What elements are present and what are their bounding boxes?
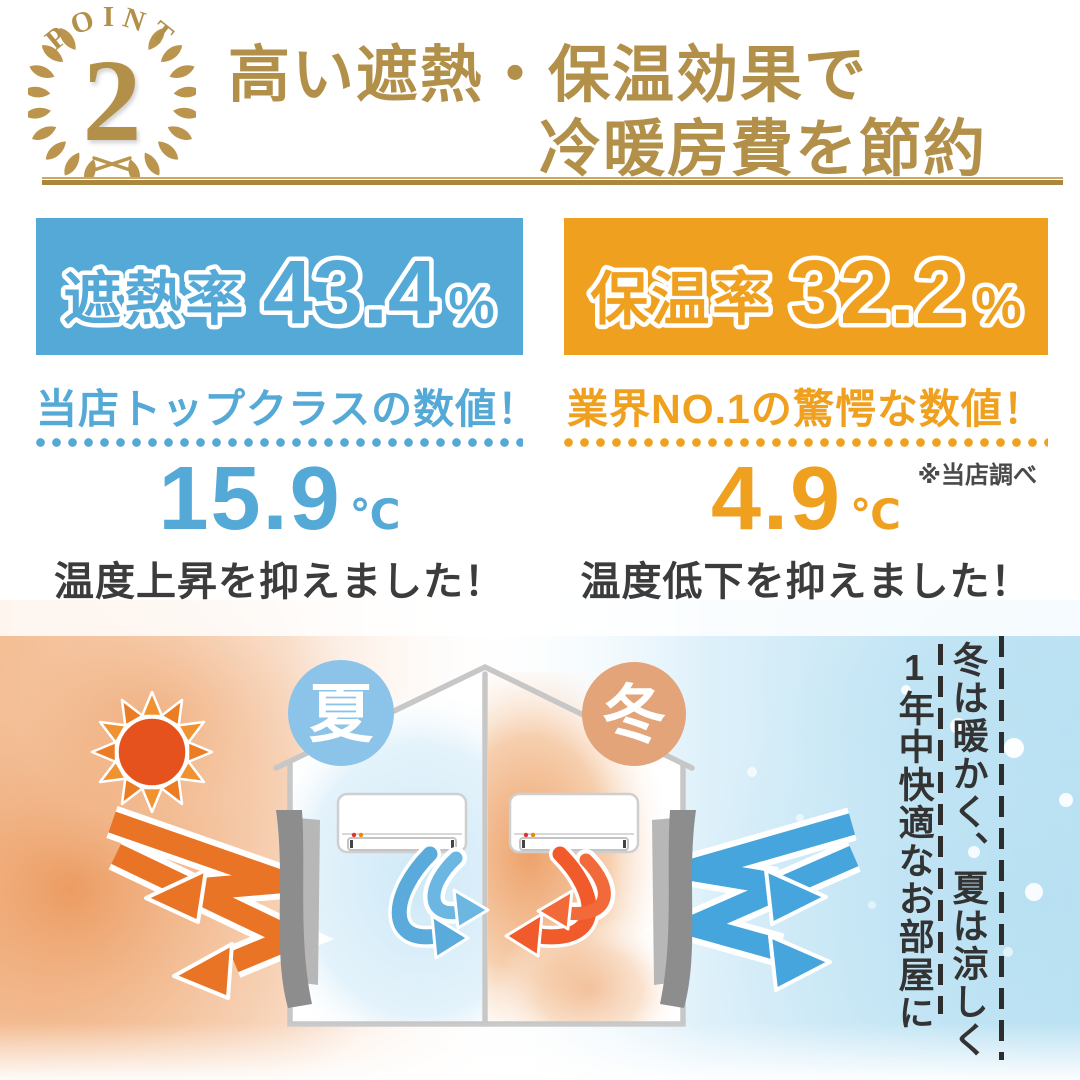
shading-temp-value: 15.9 bbox=[158, 449, 342, 549]
shading-banner-unit: % bbox=[448, 277, 494, 335]
ac-unit-summer bbox=[336, 792, 468, 854]
snow-dots-icon bbox=[747, 685, 1073, 957]
insulation-banner-label: 保温率 bbox=[590, 267, 773, 332]
ac-unit-winter bbox=[508, 792, 640, 854]
page-title-line1: 高い遮熱・保温効果で bbox=[228, 42, 869, 110]
vertical-dash-right bbox=[999, 636, 1004, 1060]
laurel-wreath-icon bbox=[28, 24, 196, 182]
tagline-line2: 1年中快適なお部屋に bbox=[893, 647, 935, 1032]
shading-subtitle: 当店トップクラスの数値！ bbox=[36, 386, 540, 432]
page-title-line2: 冷暖房費を節約 bbox=[538, 116, 987, 184]
insulation-temp-unit: ℃ bbox=[850, 491, 901, 538]
insulation-banner-unit: % bbox=[975, 277, 1021, 335]
tagline-line1: 冬は暖かく、夏は涼しく bbox=[947, 641, 989, 1059]
insulation-subtitle: 業界NO.1の驚愕な数値！ bbox=[567, 386, 1045, 432]
insulation-banner: 保温率 32.2 % bbox=[564, 218, 1048, 355]
summer-badge: 夏 bbox=[288, 660, 394, 766]
curtain-left-icon bbox=[276, 810, 320, 1008]
svg-text:保温率 32.2 %: 保温率 32.2 % bbox=[590, 243, 1021, 343]
insulation-caption: 温度低下を抑えました！ bbox=[580, 560, 1032, 604]
sun-icon bbox=[90, 690, 214, 814]
winter-badge: 冬 bbox=[582, 662, 686, 766]
shading-temp-unit: ℃ bbox=[349, 491, 401, 538]
shading-banner-value: 43.4 bbox=[263, 243, 438, 343]
svg-text:夏: 夏 bbox=[309, 678, 374, 750]
house-illustration: 夏 冬 bbox=[0, 600, 1080, 1080]
shading-caption: 温度上昇を抑えました！ bbox=[54, 560, 505, 604]
shading-banner: 遮熱率 43.4 % bbox=[36, 218, 523, 355]
point-number: 2 bbox=[83, 35, 142, 166]
dotted-divider-orange bbox=[564, 438, 1048, 447]
insulation-banner-value: 32.2 bbox=[790, 243, 965, 343]
point-badge: POINT 2 bbox=[28, 2, 196, 182]
shading-temperature: 15.9 ℃ bbox=[36, 452, 523, 547]
airflow-winter-icon bbox=[504, 843, 616, 958]
svg-text:遮熱率 43.4 %: 遮熱率 43.4 % bbox=[63, 243, 494, 343]
vertical-dash-middle bbox=[938, 644, 943, 1014]
gold-divider bbox=[42, 177, 1063, 185]
curtain-right-icon bbox=[652, 810, 696, 1008]
shading-banner-label: 遮熱率 bbox=[63, 267, 246, 332]
dotted-divider-blue bbox=[36, 438, 523, 447]
insulation-temperature: 4.9 ℃ bbox=[564, 452, 1048, 547]
survey-note: ※当店調べ bbox=[917, 462, 1037, 489]
insulation-temp-value: 4.9 bbox=[711, 449, 843, 549]
svg-text:冬: 冬 bbox=[602, 679, 666, 751]
airflow-summer-icon bbox=[388, 843, 490, 960]
